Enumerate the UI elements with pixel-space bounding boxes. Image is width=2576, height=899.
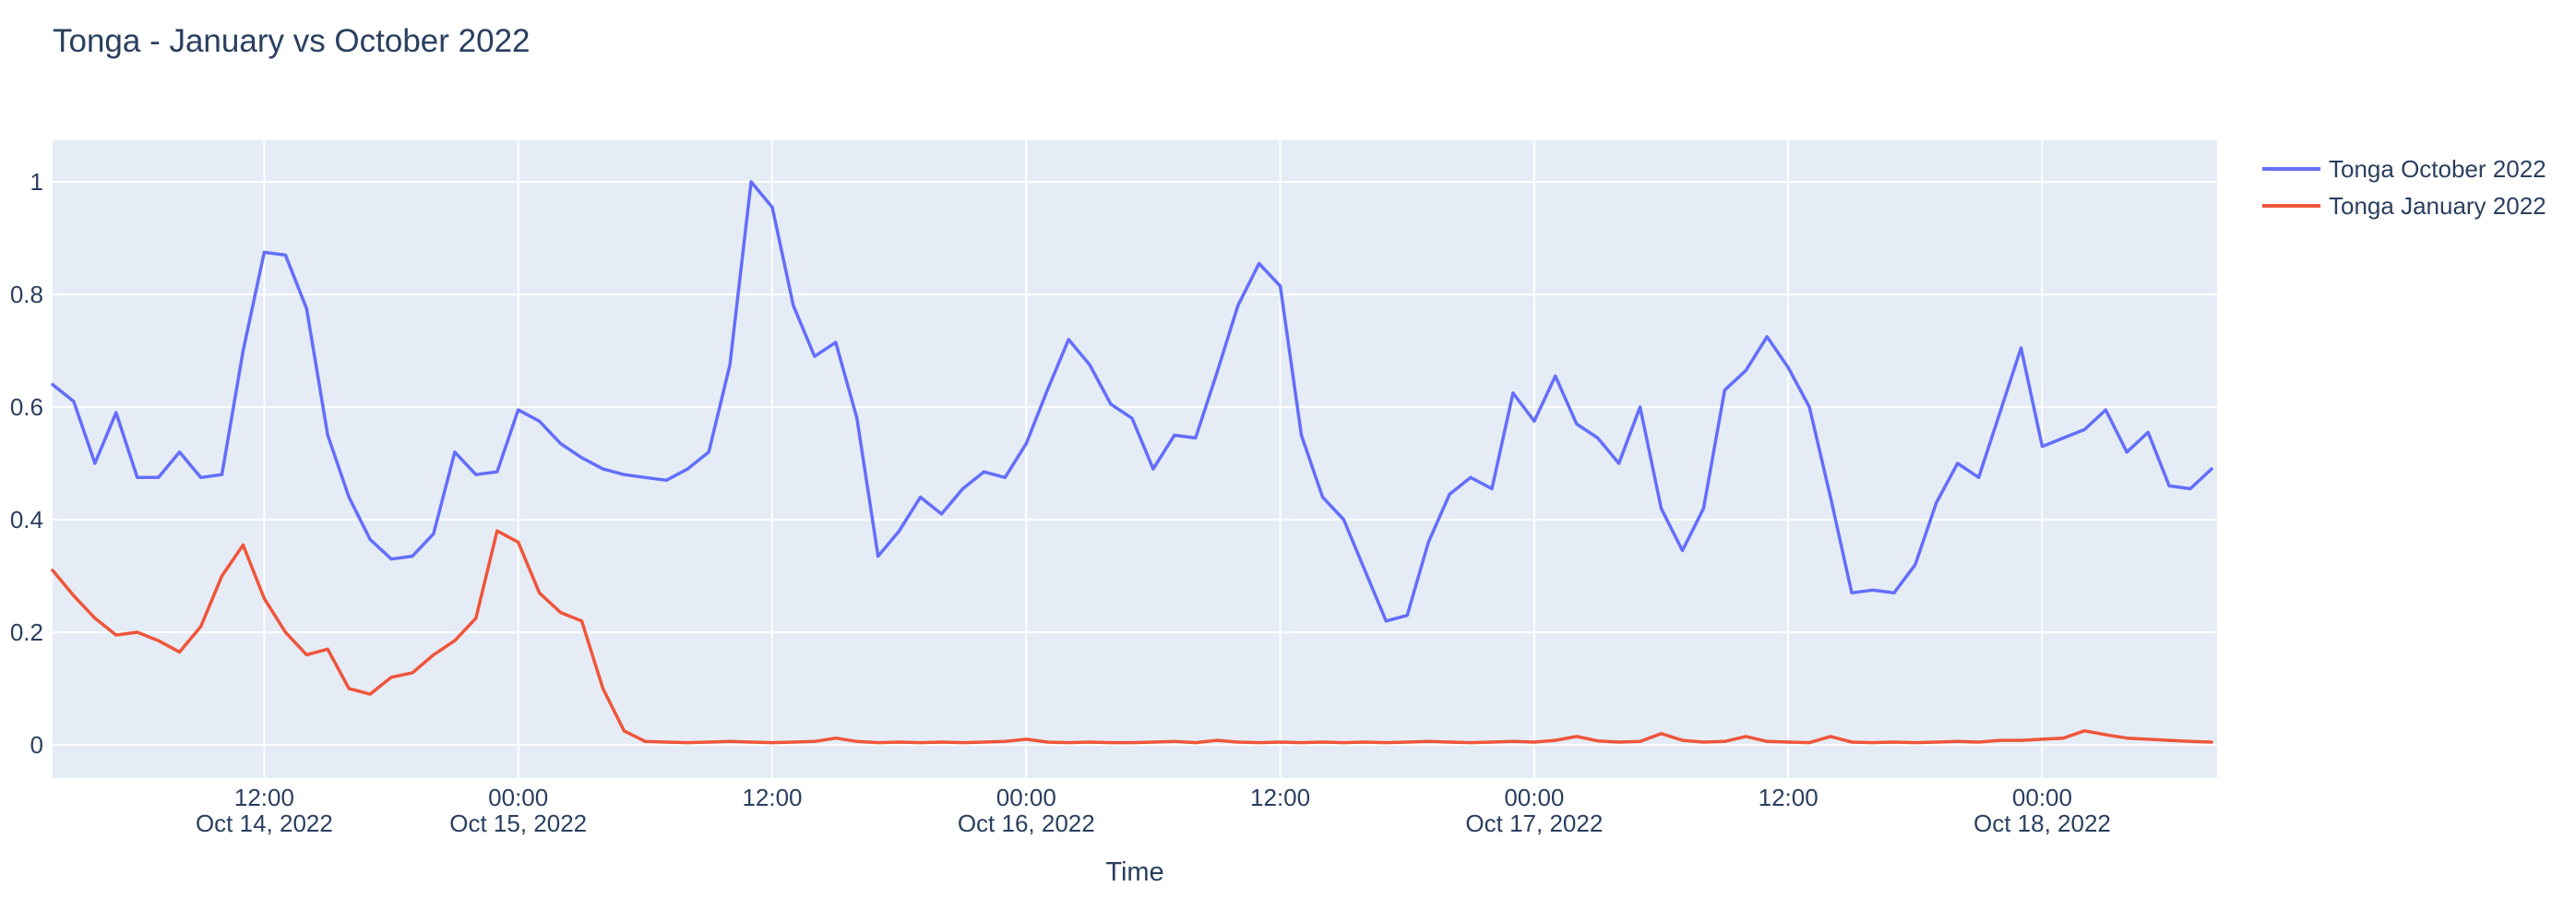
legend: Tonga October 2022 Tonga January 2022 [2262, 155, 2546, 220]
x-tick-time-label: 12:00 [1759, 784, 1819, 811]
legend-item-tonga-october-2022[interactable]: Tonga October 2022 [2262, 155, 2546, 183]
series-line-tonga-january-2022[interactable] [51, 529, 2213, 745]
y-tick-label: 1 [30, 168, 43, 196]
y-tick-label: 0.4 [10, 506, 43, 533]
legend-item-label: Tonga January 2022 [2329, 192, 2546, 220]
x-tick-date-label: Oct 18, 2022 [1974, 809, 2111, 837]
series-line-tonga-october-2022[interactable] [51, 180, 2213, 623]
x-tick-time-label: 00:00 [488, 784, 548, 811]
x-tick-date-label: Oct 15, 2022 [449, 809, 587, 837]
x-tick-time-label: 00:00 [2012, 784, 2072, 811]
chart-title: Tonga - January vs October 2022 [53, 23, 531, 59]
x-tick-time-label: 12:00 [234, 784, 294, 811]
legend-item-tonga-january-2022[interactable]: Tonga January 2022 [2262, 192, 2546, 220]
y-tick-label: 0.8 [10, 281, 43, 308]
y-tick-label: 0.2 [10, 618, 43, 646]
y-tick-label: 0 [30, 731, 43, 759]
y-tick-label: 0.6 [10, 393, 43, 421]
x-tick-time-label: 12:00 [742, 784, 802, 811]
x-tick-date-label: Oct 17, 2022 [1465, 809, 1603, 837]
x-axis-title: Time [1105, 857, 1163, 887]
plot-area[interactable] [53, 140, 2217, 778]
x-tick-time-label: 00:00 [996, 784, 1056, 811]
x-tick-time-label: 12:00 [1250, 784, 1310, 811]
x-tick-date-label: Oct 16, 2022 [958, 809, 1095, 837]
x-tick-time-label: 00:00 [1504, 784, 1564, 811]
legend-item-label: Tonga October 2022 [2329, 155, 2546, 183]
x-tick-date-label: Oct 14, 2022 [196, 809, 333, 837]
